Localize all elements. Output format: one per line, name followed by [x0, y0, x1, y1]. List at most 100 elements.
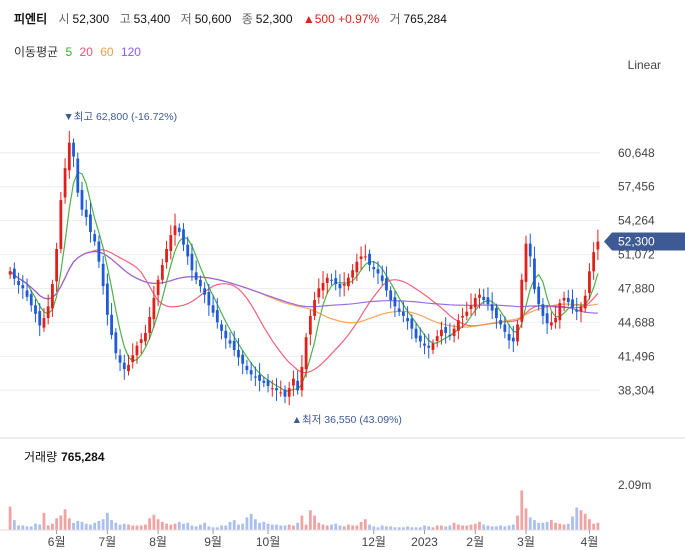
last-price-label: 52,300	[618, 235, 655, 249]
volume-bar	[334, 523, 338, 530]
candle-body	[452, 328, 456, 337]
volume-bar	[182, 523, 185, 530]
volume-bar	[139, 525, 143, 530]
candle-body	[372, 267, 376, 270]
volume-bar	[410, 527, 414, 530]
candle-body	[363, 256, 367, 258]
time-tick-label: 6월	[48, 535, 66, 549]
price-tick-label: 38,304	[618, 383, 655, 397]
volume-bar	[588, 519, 591, 530]
volume-bar	[8, 506, 12, 530]
open-value: 52,300	[72, 12, 110, 26]
close-value: 52,300	[255, 12, 293, 26]
time-tick-label: 2023	[411, 535, 438, 549]
candle-body	[97, 241, 101, 262]
price-tick-label: 60,648	[618, 146, 655, 160]
candle-body	[220, 324, 223, 331]
volume-bar	[156, 519, 160, 530]
candle-body	[423, 343, 426, 346]
volume-bar	[283, 525, 287, 530]
volume-bar	[199, 524, 202, 530]
volume-bar	[486, 525, 490, 530]
candle-body	[63, 168, 67, 198]
volume-bar	[296, 522, 300, 530]
time-tick-label: 7월	[99, 535, 117, 549]
stock-header: 피엔티 시 52,300 고 53,400 저 50,600 종 52,300 ▲500…	[14, 10, 454, 32]
volume-bar	[228, 521, 232, 530]
volume-bar	[29, 526, 33, 530]
candle-body	[431, 343, 435, 350]
candle-body	[12, 268, 16, 279]
volume-bar	[262, 521, 266, 530]
volume-panel-label: 거래량 765,284	[24, 448, 105, 465]
candle-body	[541, 304, 545, 316]
volume-bar	[144, 524, 147, 530]
volume-bar	[507, 525, 511, 530]
candle-body	[67, 142, 71, 171]
volume-bar	[562, 524, 566, 530]
volume-bar	[592, 523, 596, 530]
candle-body	[258, 374, 261, 381]
ma20-line	[9, 249, 599, 374]
volume-bar	[342, 526, 346, 530]
candle-body	[21, 285, 25, 289]
volume-bar	[266, 523, 270, 530]
candle-body	[308, 315, 312, 335]
candle-body	[410, 318, 414, 329]
candle-body	[338, 284, 342, 289]
candle-body	[516, 324, 519, 342]
volume-bar	[363, 519, 367, 530]
candle-body	[520, 279, 524, 322]
volume-bar	[359, 521, 363, 530]
candle-body	[245, 365, 249, 371]
candle-body	[342, 284, 346, 286]
volume-bar	[537, 522, 541, 530]
ma5-line	[9, 171, 599, 392]
volume-bar	[389, 526, 393, 530]
candle-body	[401, 311, 405, 316]
volume-bar	[478, 521, 481, 530]
volume-bar	[42, 512, 46, 530]
close-label: 종	[241, 12, 253, 26]
candle-body	[317, 288, 321, 298]
volume-bar	[160, 521, 164, 530]
volume-bar	[431, 527, 435, 530]
volume-bars: 2.09m	[8, 478, 651, 530]
change-value: ▲500 +0.97%	[302, 12, 380, 26]
volume-bar	[376, 527, 380, 530]
candle-body	[482, 296, 486, 300]
stock-name: 피엔티	[14, 12, 48, 26]
candle-body	[473, 297, 477, 308]
candle-body	[249, 370, 253, 375]
candle-body	[76, 158, 80, 193]
volume-bar	[207, 526, 211, 530]
candle-body	[435, 336, 439, 341]
candle-body	[300, 366, 304, 391]
candle-body	[562, 297, 566, 301]
scale-toggle-button[interactable]: Linear	[627, 58, 661, 72]
candle-body	[334, 278, 338, 285]
volume-bar	[186, 522, 190, 530]
candle-body	[347, 277, 350, 287]
volume-bar	[461, 525, 464, 530]
candle-body	[385, 278, 388, 291]
candle-body	[528, 243, 532, 257]
volume-bar	[304, 524, 308, 530]
volume-bar	[292, 525, 295, 530]
candle-body	[507, 333, 511, 341]
volume-bar	[528, 517, 532, 530]
candle-body	[182, 229, 185, 245]
candle-body	[211, 305, 215, 313]
volume-bar	[135, 525, 139, 530]
volume-bar	[101, 519, 105, 530]
volume-bar	[80, 521, 84, 530]
candle-body	[186, 244, 190, 257]
volume-bar	[549, 520, 553, 530]
candle-body	[105, 283, 109, 315]
price-axis: 38,304 41,496 44,688 47,880 51,072 54,264 57,4…	[604, 146, 685, 397]
moving-average-legend[interactable]: 이동평균 5 20 60 120	[14, 43, 145, 60]
candle-body	[380, 275, 384, 281]
volume-bar	[566, 523, 570, 530]
candle-body	[499, 320, 503, 325]
